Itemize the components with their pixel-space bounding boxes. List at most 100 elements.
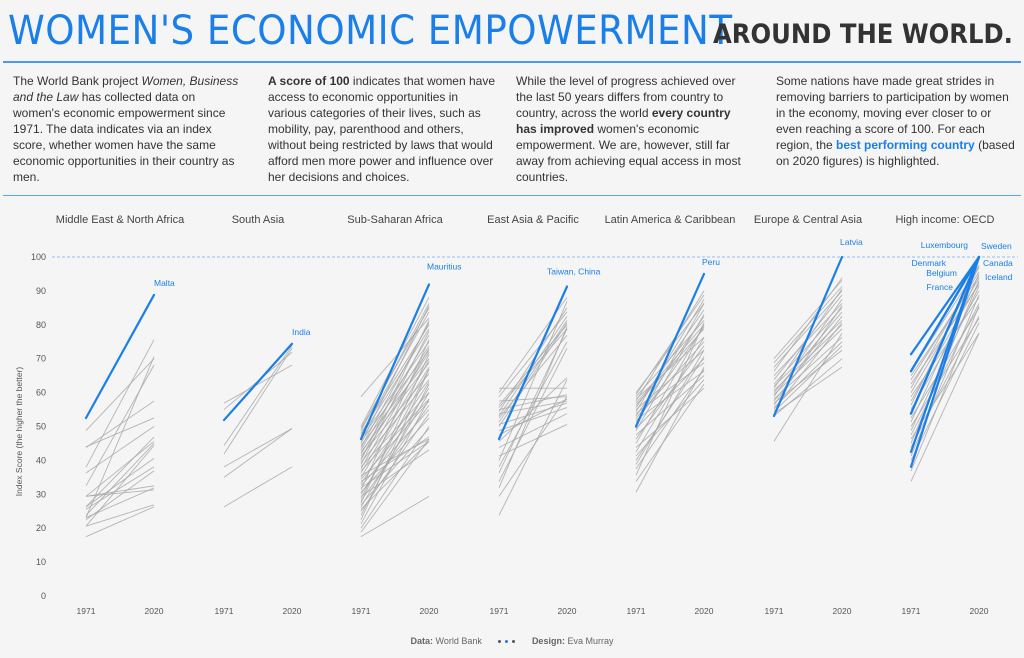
- country-line: [360, 438, 430, 533]
- country-line: [498, 413, 568, 448]
- country-line: [360, 495, 430, 538]
- country-line: [360, 438, 430, 476]
- country-line: [223, 428, 293, 468]
- country-line: [360, 352, 430, 459]
- country-line: [85, 441, 155, 497]
- highlight-country-label: India: [292, 327, 311, 337]
- country-line: [910, 333, 980, 482]
- footer-data-label: Data:: [410, 636, 434, 646]
- x-tick-label: 1971: [352, 606, 371, 616]
- country-line: [85, 506, 155, 538]
- footer-dots: [496, 636, 517, 646]
- y-tick-label: 50: [36, 422, 46, 432]
- country-line: [773, 341, 843, 408]
- x-tick-label: 2020: [695, 606, 714, 616]
- country-line: [360, 426, 430, 529]
- country-line: [498, 341, 568, 468]
- country-line: [635, 326, 705, 423]
- highlight-country-label: Mauritius: [427, 261, 461, 271]
- country-line: [498, 322, 568, 427]
- intro-text: Some nations have made great strides in …: [776, 74, 1009, 152]
- highlight-country-label: Latvia: [840, 237, 863, 247]
- country-line: [85, 358, 155, 431]
- y-tick-label: 90: [36, 286, 46, 296]
- title: WOMEN'S ECONOMIC EMPOWERMENT AROUND THE …: [8, 8, 1013, 54]
- country-line: [773, 328, 843, 395]
- panel-title: Sub-Saharan Africa: [347, 214, 443, 226]
- highlight-country-line: [909, 255, 981, 356]
- intro-text: (based on 2020 figures) is highlighted.: [776, 138, 1015, 168]
- dot-icon: [498, 640, 502, 644]
- footer: Data: World Bank Design: Eva Murray: [0, 636, 1024, 646]
- country-line: [223, 364, 293, 404]
- country-line: [498, 316, 568, 417]
- country-line: [498, 311, 568, 397]
- x-tick-label: 1971: [215, 606, 234, 616]
- x-tick-label: 2020: [420, 606, 439, 616]
- y-tick-label: 100: [31, 252, 46, 262]
- country-line: [635, 294, 705, 395]
- country-line: [635, 341, 705, 419]
- x-tick-label: 2020: [145, 606, 164, 616]
- panel-title: Latin America & Caribbean: [605, 214, 736, 226]
- country-line: [498, 379, 568, 516]
- y-tick-label: 40: [36, 455, 46, 465]
- country-line: [635, 309, 705, 408]
- country-line: [773, 290, 843, 368]
- intro-text: The World Bank project: [13, 74, 142, 88]
- highlight-country-label: Sweden: [981, 241, 1012, 251]
- country-line: [635, 314, 705, 431]
- country-line: [360, 317, 430, 397]
- y-tick-label: 30: [36, 489, 46, 499]
- y-axis-label: Index Score (the higher the better): [14, 367, 24, 497]
- intro-text: A score of 100: [268, 74, 350, 88]
- intro-text: has collected data on women's economic e…: [13, 90, 235, 184]
- highlight-country-label: Malta: [154, 278, 175, 288]
- country-line: [910, 303, 980, 436]
- country-line: [360, 369, 430, 520]
- intro-text: women's economic empowerment. We are, ho…: [516, 122, 741, 184]
- country-line: [360, 409, 430, 487]
- country-line: [498, 424, 568, 457]
- intro-text: While the level of progress achieved ove…: [516, 74, 736, 120]
- x-tick-label: 2020: [970, 606, 989, 616]
- x-tick-label: 2020: [833, 606, 852, 616]
- country-line: [773, 345, 843, 412]
- country-line: [498, 335, 568, 419]
- country-line: [773, 277, 843, 372]
- intro-text: indicates that women have access to econ…: [268, 74, 496, 184]
- country-line: [635, 358, 705, 429]
- country-line: [360, 436, 430, 482]
- country-line: [635, 322, 705, 476]
- y-tick-label: 20: [36, 523, 46, 533]
- country-line: [498, 398, 568, 436]
- country-line: [223, 428, 293, 478]
- highlight-country-label: Belgium: [926, 268, 957, 278]
- country-line: [85, 436, 155, 508]
- country-line: [360, 339, 430, 491]
- y-tick-label: 0: [41, 591, 46, 601]
- country-line: [360, 305, 430, 444]
- country-line: [360, 366, 430, 478]
- highlight-country-line: [909, 255, 981, 415]
- country-line: [635, 356, 705, 461]
- highlight-country-label: Denmark: [912, 258, 947, 268]
- country-line: [910, 305, 980, 472]
- country-line: [85, 470, 155, 521]
- title-sub: AROUND THE WORLD.: [713, 19, 1013, 50]
- highlight-country-line: [634, 272, 706, 428]
- panel-title: Europe & Central Asia: [754, 214, 863, 226]
- highlight-country-line: [497, 285, 569, 441]
- highlight-country-line: [909, 255, 981, 373]
- country-line: [223, 345, 293, 446]
- country-line: [85, 400, 155, 448]
- country-line: [85, 417, 155, 448]
- x-tick-label: 1971: [627, 606, 646, 616]
- highlight-country-line: [909, 255, 981, 468]
- country-line: [360, 404, 430, 502]
- country-line: [635, 368, 705, 470]
- footer-design-label: Design:: [531, 636, 565, 646]
- country-line: [360, 331, 430, 465]
- country-line: [498, 320, 568, 423]
